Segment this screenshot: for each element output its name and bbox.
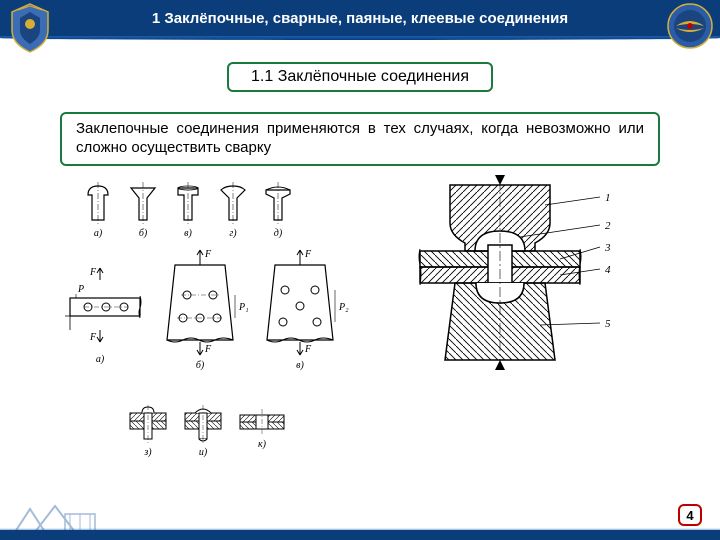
svg-text:P₁: P₁ bbox=[238, 302, 249, 313]
joint-configs-row: P F F а) bbox=[65, 249, 349, 371]
svg-text:P₂: P₂ bbox=[338, 302, 349, 313]
page-number-text: 4 bbox=[686, 508, 693, 523]
svg-text:в): в) bbox=[296, 360, 304, 371]
svg-text:б): б) bbox=[139, 228, 148, 239]
description-text: Заклепочные соединения применяются в тех… bbox=[76, 120, 644, 158]
technical-figures: а) б) в) г) bbox=[60, 175, 660, 500]
svg-text:F: F bbox=[89, 267, 97, 278]
svg-text:F: F bbox=[304, 344, 312, 355]
emblem-left bbox=[6, 2, 54, 54]
svg-text:5: 5 bbox=[605, 318, 611, 330]
page-number: 4 bbox=[678, 504, 702, 526]
header-bar: 1 Заклёпочные, сварные, паяные, клеевые … bbox=[0, 0, 720, 36]
svg-text:F: F bbox=[204, 344, 212, 355]
header-title: 1 Заклёпочные, сварные, паяные, клеевые … bbox=[152, 10, 568, 27]
svg-text:F: F bbox=[89, 332, 97, 343]
svg-text:3: 3 bbox=[604, 242, 611, 254]
svg-text:и): и) bbox=[199, 447, 208, 458]
svg-text:г): г) bbox=[229, 228, 237, 239]
svg-text:б): б) bbox=[196, 360, 205, 371]
svg-text:4: 4 bbox=[605, 264, 611, 276]
svg-text:P: P bbox=[77, 284, 84, 295]
emblem-right bbox=[666, 2, 714, 50]
svg-text:2: 2 bbox=[605, 220, 611, 232]
header-curve bbox=[0, 36, 720, 40]
subtitle-text: 1.1 Заклёпочные соединения bbox=[251, 68, 469, 85]
description-box: Заклепочные соединения применяются в тех… bbox=[60, 112, 660, 166]
svg-text:к): к) bbox=[258, 439, 267, 450]
cross-details-row: з) и) к) bbox=[130, 405, 284, 458]
svg-text:а): а) bbox=[94, 228, 103, 239]
svg-text:F: F bbox=[304, 249, 312, 260]
svg-text:в): в) bbox=[184, 228, 192, 239]
svg-text:F: F bbox=[204, 249, 212, 260]
riveting-cross-section: 1 2 3 4 5 bbox=[419, 175, 611, 370]
subtitle-box: 1.1 Заклёпочные соединения bbox=[227, 62, 493, 92]
footer-bar bbox=[0, 530, 720, 540]
svg-text:д): д) bbox=[274, 228, 283, 239]
svg-text:з): з) bbox=[143, 447, 152, 458]
svg-text:1: 1 bbox=[605, 192, 611, 204]
rivet-types-row: а) б) в) г) bbox=[88, 182, 290, 239]
svg-text:а): а) bbox=[96, 354, 105, 365]
